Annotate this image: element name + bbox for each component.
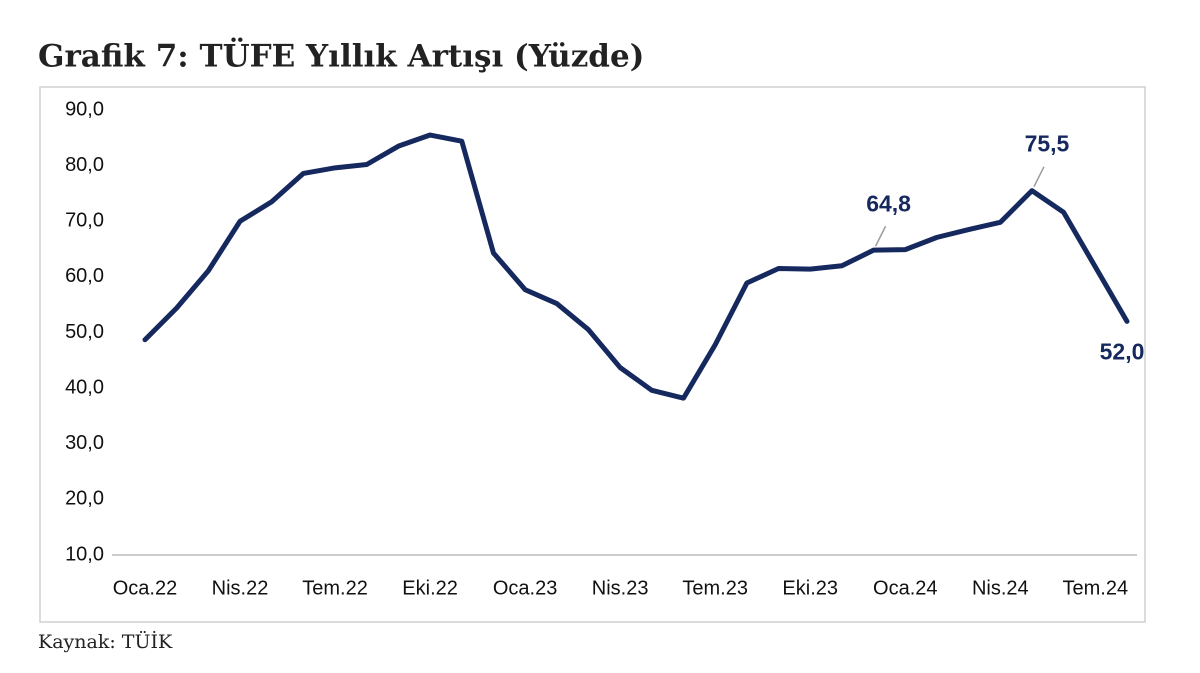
leader-line [1033,166,1045,187]
x-tick-label: Tem.22 [302,577,368,599]
chart-title: Grafik 7: TÜFE Yıllık Artışı (Yüzde) [38,36,644,75]
y-tick-label: 60,0 [65,265,104,287]
plot-frame [39,86,1146,623]
data-label: 75,5 [1025,131,1070,157]
y-tick-label: 70,0 [65,210,104,232]
x-tick-label: Nis.23 [592,577,649,599]
line-series [142,132,1130,401]
x-tick-label: Nis.22 [212,577,269,599]
x-tick-label: Oca.22 [113,577,177,599]
x-tick-label: Tem.24 [1063,577,1129,599]
source-note: Kaynak: TÜİK [38,630,173,653]
x-tick-label: Tem.23 [682,577,748,599]
x-tick-label: Eki.22 [402,577,458,599]
x-tick-label: Oca.23 [493,577,557,599]
y-tick-label: 90,0 [65,98,104,120]
y-tick-label: 30,0 [65,432,104,454]
x-tick-label: Eki.23 [782,577,838,599]
leader-line [874,225,887,247]
data-label: 52,0 [1100,338,1145,364]
y-tick-label: 50,0 [65,321,104,343]
data-label: 64,8 [866,190,911,216]
y-tick-label: 40,0 [65,376,104,398]
y-tick-label: 80,0 [65,154,104,176]
x-tick-label: Oca.24 [873,577,937,599]
y-tick-label: 10,0 [65,543,104,565]
x-tick-label: Nis.24 [972,577,1029,599]
y-tick-label: 20,0 [65,488,104,510]
